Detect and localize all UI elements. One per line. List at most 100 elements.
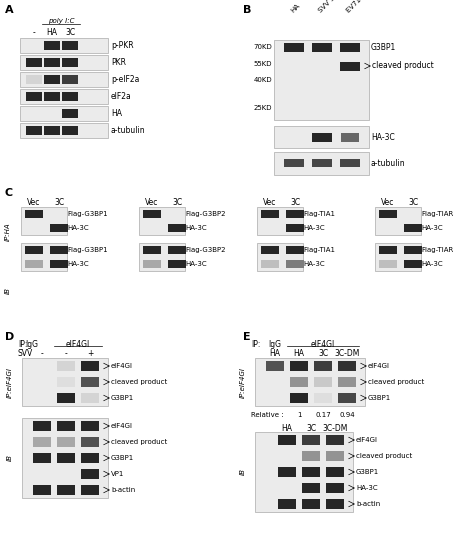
Bar [22,418,108,498]
Bar [341,133,359,141]
Bar [62,109,78,118]
Bar [257,243,303,271]
Bar [290,377,308,387]
Text: cleaved product: cleaved product [111,439,167,445]
Bar [257,207,303,235]
Bar [290,361,308,371]
Bar [57,453,75,463]
Text: HA-3C: HA-3C [421,261,443,267]
Bar [375,243,421,271]
Text: p-eIF2a: p-eIF2a [111,75,139,84]
Text: HA-3C: HA-3C [303,225,325,231]
Bar [379,260,397,268]
Text: IP:: IP: [18,340,27,349]
Bar [302,499,320,509]
Bar [25,260,43,268]
Text: C: C [5,188,13,198]
Text: SVV 3C: SVV 3C [318,0,340,14]
Bar [139,243,185,271]
Bar [81,453,99,463]
Bar [338,361,356,371]
Text: a-tubulin: a-tubulin [371,158,406,167]
Bar [274,152,369,175]
Bar [81,437,99,447]
Text: SVV: SVV [18,349,33,358]
Text: eIF4GI: eIF4GI [111,363,133,369]
Text: 3C: 3C [318,349,328,358]
Bar [338,393,356,403]
Bar [33,437,51,447]
Text: 3C-DM: 3C-DM [334,349,360,358]
Bar [266,361,284,371]
Text: 3C: 3C [172,198,182,207]
Bar [20,72,108,87]
Text: eIF4GI: eIF4GI [111,423,133,429]
Bar [312,43,332,52]
Bar [278,499,296,509]
Bar [26,126,42,135]
Bar [57,437,75,447]
Bar [168,224,186,232]
Bar [26,92,42,101]
Text: A: A [5,5,14,15]
Bar [286,224,304,232]
Bar [286,260,304,268]
Bar [278,435,296,445]
Bar [168,260,186,268]
Bar [62,41,78,50]
Bar [20,38,108,53]
Text: IB: IB [7,455,13,462]
Text: 3C-DM: 3C-DM [322,424,348,433]
Text: IgG: IgG [268,340,282,349]
Bar [81,377,99,387]
Bar [25,210,43,218]
Bar [22,358,108,406]
Bar [340,159,360,167]
Text: b-actin: b-actin [356,501,380,507]
Text: -: - [64,349,67,358]
Text: 40KD: 40KD [254,77,272,83]
Bar [44,92,60,101]
Bar [286,210,304,218]
Text: HA: HA [46,28,57,37]
Text: Relative :: Relative : [251,412,283,418]
Text: G3BP1: G3BP1 [371,43,396,52]
Bar [340,61,360,70]
Text: HA-3C: HA-3C [185,225,207,231]
Text: B: B [243,5,251,15]
Text: Flag-TIA1: Flag-TIA1 [303,247,335,253]
Text: HA: HA [290,3,301,14]
Bar [33,485,51,495]
Text: 25KD: 25KD [254,105,272,111]
Text: HA: HA [111,109,122,118]
Bar [255,432,353,512]
Bar [312,133,332,141]
Bar [168,246,186,254]
Bar [21,207,67,235]
Bar [261,210,279,218]
Bar [50,246,68,254]
Bar [284,159,304,167]
Bar [50,260,68,268]
Text: Flag-TIAR: Flag-TIAR [421,211,453,217]
Text: p-PKR: p-PKR [111,41,134,50]
Text: IP:eIF4GI: IP:eIF4GI [7,367,13,398]
Text: Vec: Vec [146,198,159,207]
Text: Flag-G3BP1: Flag-G3BP1 [67,247,108,253]
Bar [143,210,161,218]
Bar [44,75,60,84]
Bar [20,55,108,70]
Bar [62,92,78,101]
Bar [139,207,185,235]
Text: Flag-G3BP1: Flag-G3BP1 [67,211,108,217]
Text: Flag-TIA1: Flag-TIA1 [303,211,335,217]
Bar [326,499,344,509]
Bar [302,483,320,493]
Bar [33,421,51,431]
Text: IP:eIF4GI: IP:eIF4GI [240,367,246,398]
Text: 3C: 3C [54,198,64,207]
Bar [62,126,78,135]
Bar [81,485,99,495]
Bar [314,393,332,403]
Bar [26,58,42,67]
